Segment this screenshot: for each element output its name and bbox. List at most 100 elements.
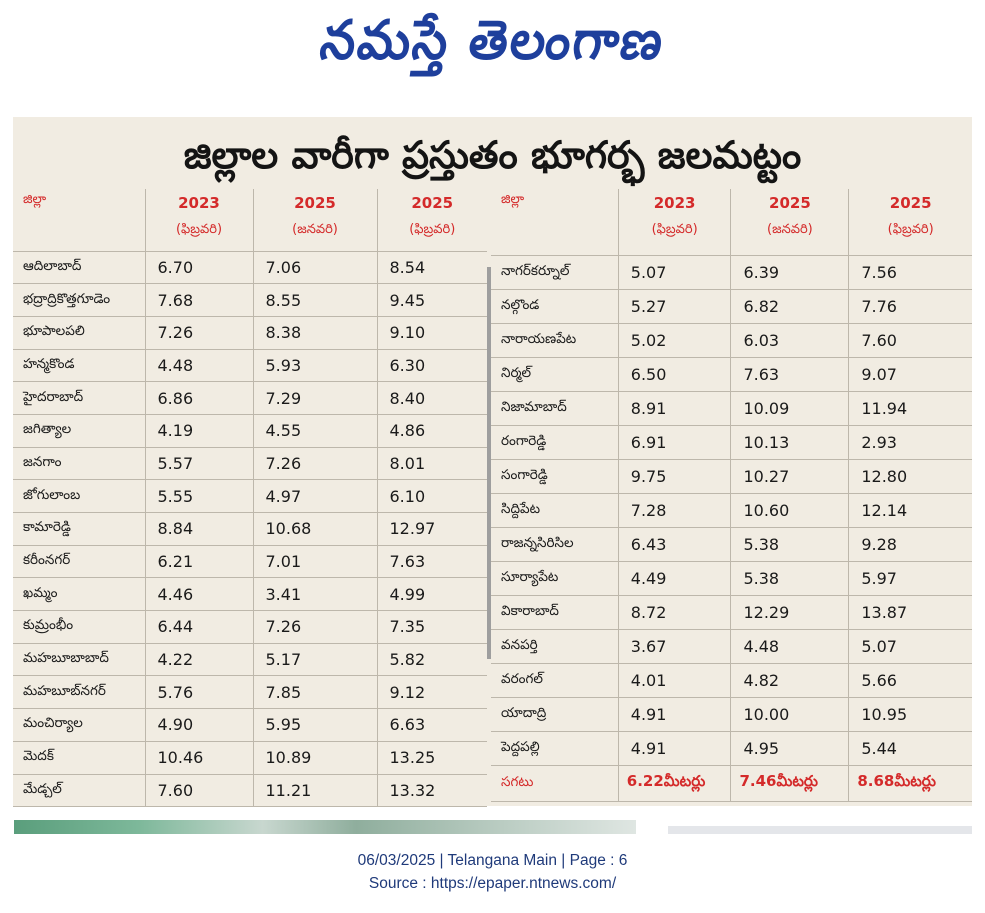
value-2023-feb: 7.28 [618, 493, 732, 528]
district-name: హైదరాబాద్ [13, 381, 146, 415]
district-name: కామారెడ్డి [13, 512, 146, 546]
header-month: (ఫిబ్రవరి) [887, 222, 934, 237]
value-2023-feb: 5.27 [618, 289, 732, 324]
district-name: నిజామాబాద్ [491, 391, 619, 426]
table-row: నాగర్‌కర్నూల్ 5.07 6.39 7.56 [491, 255, 972, 290]
value-2025-feb: 13.25 [377, 741, 487, 775]
district-name: రంగారెడ్డి [491, 425, 619, 460]
table-row: ఖమ్మం 4.46 3.41 4.99 [13, 577, 487, 612]
table-row: మంచిర్యాల 4.90 5.95 6.63 [13, 708, 487, 742]
header-year: 2025 [294, 194, 336, 212]
header-2023-feb: 2023 (ఫిబ్రవరి) [145, 189, 254, 252]
value-2025-jan: 7.06 [253, 251, 378, 285]
column-divider [487, 267, 491, 659]
district-name: సూర్యాపేట [491, 561, 619, 596]
value-2025-jan: 6.39 [730, 255, 850, 290]
district-name: నారాయణపేట [491, 323, 619, 358]
district-name: నల్గొండ [491, 289, 619, 324]
value-2025-feb: 9.07 [848, 357, 972, 392]
footer-date-line: 06/03/2025 | Telangana Main | Page : 6 [357, 852, 628, 869]
table-header-row: జిల్లా 2023 (ఫిబ్రవరి) 2025 (జనవరి) 2025… [13, 189, 487, 252]
header-year: 2025 [769, 194, 811, 212]
value-2023-feb: 8.72 [618, 595, 732, 630]
value-2025-jan: 6.03 [730, 323, 850, 358]
value-2025-feb: 7.60 [848, 323, 972, 358]
value-2023-feb: 4.91 [618, 697, 732, 732]
table-row: సూర్యాపేట 4.49 5.38 5.97 [491, 561, 972, 596]
value-2025-jan: 4.55 [253, 414, 378, 448]
value-2025-jan: 7.26 [253, 447, 378, 481]
table-row: మహబూబాబాద్ 4.22 5.17 5.82 [13, 643, 487, 677]
table-header-row: జిల్లా 2023 (ఫిబ్రవరి) 2025 (జనవరి) 2025… [491, 189, 972, 256]
value-2025-jan: 5.95 [253, 708, 378, 742]
value-2025-feb: 8.54 [377, 251, 487, 285]
value-2025-jan: 4.97 [253, 479, 378, 513]
value-2023-feb: 4.22 [145, 643, 254, 677]
table-row: కరీంనగర్ 6.21 7.01 7.63 [13, 545, 487, 579]
district-name: వరంగల్ [491, 663, 619, 698]
district-name: కుమ్రంభీం [13, 610, 146, 644]
value-2023-feb: 3.67 [618, 629, 732, 664]
photo-strip [668, 826, 972, 834]
table-row: పెద్దపల్లి 4.91 4.95 5.44 [491, 731, 972, 766]
table-row: కుమ్రంభీం 6.44 7.26 7.35 [13, 610, 487, 644]
district-name: రాజన్నసిరిసిల [491, 527, 619, 562]
value-2023-feb: 8.84 [145, 512, 254, 546]
value-2023-feb: 5.76 [145, 675, 254, 710]
value-2025-feb: 6.30 [377, 349, 487, 383]
value-2023-feb: 4.90 [145, 708, 254, 742]
table-row: యాదాద్రి 4.91 10.00 10.95 [491, 697, 972, 732]
average-2025-feb: 8.68మీటర్లు [848, 765, 972, 802]
table-row: ఆదిలాబాద్ 6.70 7.06 8.54 [13, 251, 487, 285]
header-2025-jan: 2025 (జనవరి) [730, 189, 850, 256]
article-headline: జిల్లాల వారీగా ప్రస్తుతం భూగర్భ జలమట్టం [183, 133, 802, 177]
average-label: సగటు [491, 765, 619, 802]
value-2025-feb: 7.63 [377, 545, 487, 579]
value-2023-feb: 6.44 [145, 610, 254, 644]
value-2025-jan: 7.26 [253, 610, 378, 644]
value-2025-jan: 4.48 [730, 629, 850, 664]
value-2025-feb: 5.66 [848, 663, 972, 698]
value-2025-jan: 4.95 [730, 731, 850, 766]
district-name: వికారాబాద్ [491, 595, 619, 630]
value-2023-feb: 7.68 [145, 283, 254, 317]
value-2025-jan: 4.82 [730, 663, 850, 698]
average-2025-jan: 7.46మీటర్లు [730, 765, 850, 802]
table-row: జోగులాంబ 5.55 4.97 6.10 [13, 479, 487, 513]
district-name: ఖమ్మం [13, 577, 146, 612]
value-2025-jan: 12.29 [730, 595, 850, 630]
district-name: ఆదిలాబాద్ [13, 251, 146, 285]
value-2023-feb: 5.02 [618, 323, 732, 358]
value-2025-jan: 5.17 [253, 643, 378, 677]
value-2025-feb: 8.40 [377, 381, 487, 415]
value-2025-feb: 11.94 [848, 391, 972, 426]
district-name: భద్రాద్రికొత్తగూడెం [13, 283, 146, 317]
district-name: మంచిర్యాల [13, 708, 146, 742]
value-2025-feb: 12.97 [377, 512, 487, 546]
value-2025-feb: 12.14 [848, 493, 972, 528]
value-2025-jan: 8.55 [253, 283, 378, 317]
table-row: మెదక్ 10.46 10.89 13.25 [13, 741, 487, 775]
table-row: భద్రాద్రికొత్తగూడెం 7.68 8.55 9.45 [13, 283, 487, 317]
district-name: కరీంనగర్ [13, 545, 146, 579]
value-2025-jan: 5.93 [253, 349, 378, 383]
district-header: జిల్లా [491, 189, 619, 256]
table-row: భూపాలపలి 7.26 8.38 9.10 [13, 316, 487, 350]
value-2025-jan: 10.00 [730, 697, 850, 732]
value-2025-jan: 7.29 [253, 381, 378, 415]
value-2023-feb: 4.49 [618, 561, 732, 596]
value-2025-jan: 3.41 [253, 577, 378, 612]
table-row: రంగారెడ్డి 6.91 10.13 2.93 [491, 425, 972, 460]
table-row: వరంగల్ 4.01 4.82 5.66 [491, 663, 972, 698]
table-row: సిద్దిపేట 7.28 10.60 12.14 [491, 493, 972, 528]
table-row: హన్మకొండ 4.48 5.93 6.30 [13, 349, 487, 383]
value-2025-jan: 10.89 [253, 741, 378, 775]
table-row: మహబూబ్‌నగర్ 5.76 7.85 9.12 [13, 675, 487, 710]
header-month: (జనవరి) [767, 222, 813, 237]
value-2025-feb: 6.63 [377, 708, 487, 742]
value-2025-jan: 7.85 [253, 675, 378, 710]
value-2025-feb: 9.12 [377, 675, 487, 710]
value-2025-jan: 5.38 [730, 561, 850, 596]
header-2025-feb: 2025 (ఫిబ్రవరి) [377, 189, 487, 252]
value-2025-feb: 4.99 [377, 577, 487, 612]
